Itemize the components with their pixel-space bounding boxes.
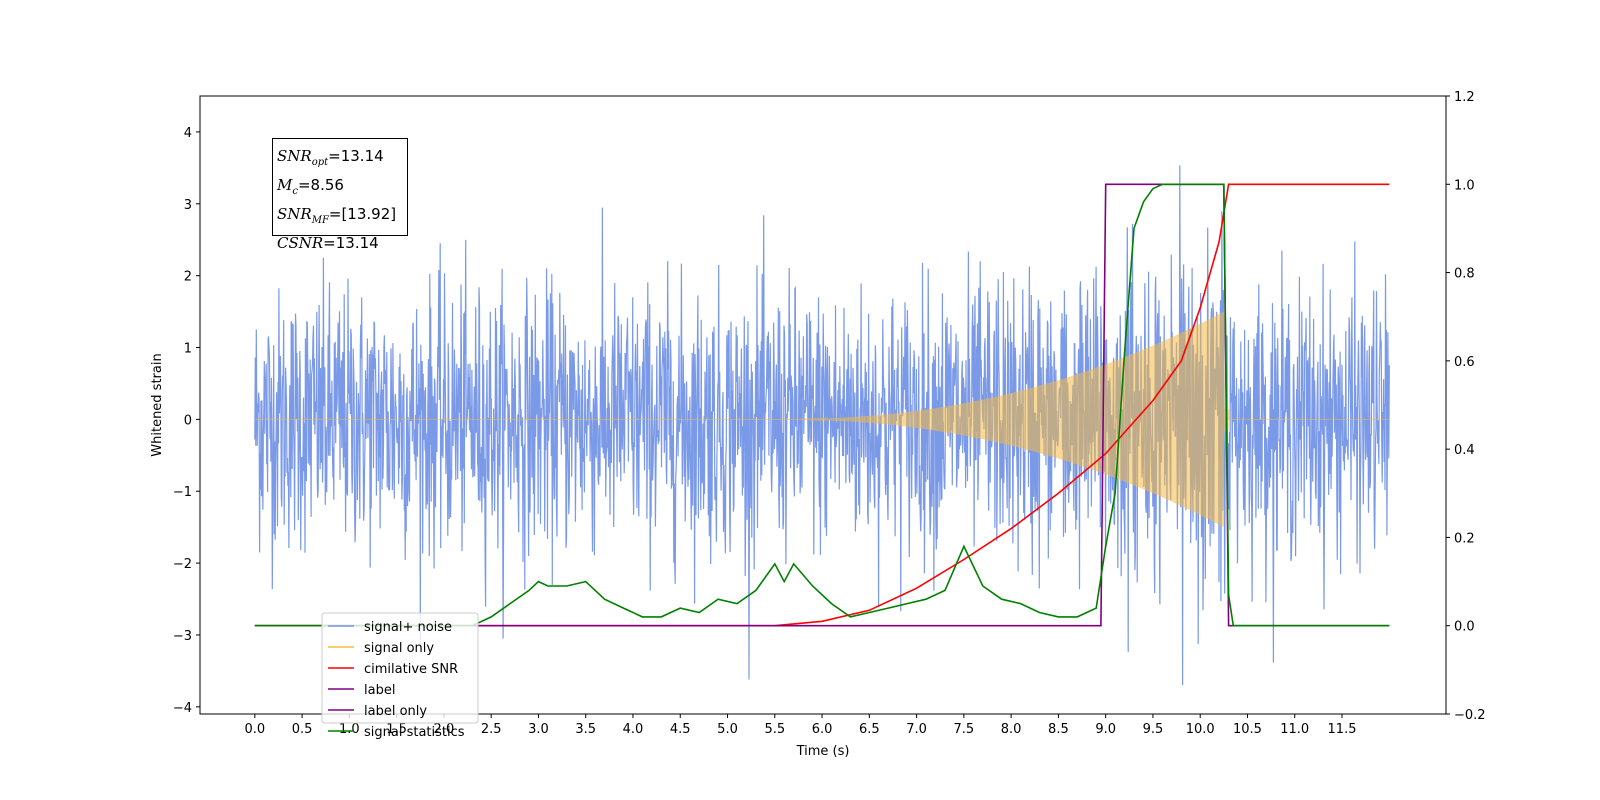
y-tick-label: 0 xyxy=(184,413,192,428)
x-tick-label: 7.5 xyxy=(954,722,975,737)
x-tick-label: 0.5 xyxy=(292,722,313,737)
series-cimilative-snr xyxy=(254,183,1390,627)
y-tick-label: 2 xyxy=(184,270,192,285)
x-tick-label: 6.0 xyxy=(812,722,833,737)
x-tick-label: 9.0 xyxy=(1095,722,1116,737)
ticks-layer: 0.0 0.5 1.0 1.5 2.0 2.5 3.0 3.5 4.0 4.5 5.0 5.5 6.0 6… xyxy=(173,90,1486,737)
y2-tick-label: −0.2 xyxy=(1454,708,1486,723)
snr-opt-value: =13.14 xyxy=(328,147,384,165)
x-tick-label: 3.0 xyxy=(528,722,549,737)
annotation-csnr: CSNR=13.14 xyxy=(277,234,379,252)
plot-frame xyxy=(199,95,1447,715)
x-axis-label: Time (s) xyxy=(796,744,850,759)
legend-label: cimilative SNR xyxy=(364,662,458,677)
series-signal-statistics xyxy=(254,183,1390,627)
y2-tick-label: 0.0 xyxy=(1454,620,1475,635)
mc-value: =8.56 xyxy=(297,176,344,194)
x-tick-label: 3.5 xyxy=(575,722,596,737)
x-tick-label: 2.0 xyxy=(434,722,455,737)
x-tick-label: 9.5 xyxy=(1143,722,1164,737)
y-tick-label: −2 xyxy=(173,557,192,572)
x-tick-label: 10.0 xyxy=(1186,722,1215,737)
plot-layer xyxy=(254,165,1390,686)
y2-tick-label: 0.6 xyxy=(1454,355,1475,370)
legend-label: signal statistics xyxy=(364,725,465,740)
y-axis-label: Whitened strain xyxy=(150,353,165,456)
x-tick-label: 4.5 xyxy=(670,722,691,737)
annotation-box: SNRopt=13.14 Mc=8.56 SNRMF=[13.92] CSNR=… xyxy=(272,138,408,252)
x-tick-label: 0.0 xyxy=(244,722,265,737)
legend-label: label only xyxy=(364,704,427,719)
x-tick-label: 6.5 xyxy=(859,722,880,737)
x-tick-label: 8.5 xyxy=(1048,722,1069,737)
x-tick-label: 11.5 xyxy=(1328,722,1357,737)
x-tick-label: 8.0 xyxy=(1001,722,1022,737)
y-tick-label: 1 xyxy=(184,342,192,357)
annotation-snr-mf: SNRMF=[13.92] xyxy=(277,205,397,226)
x-tick-label: 2.5 xyxy=(481,722,502,737)
legend-label: label xyxy=(364,683,395,698)
x-tick-label: 4.0 xyxy=(623,722,644,737)
legend: signal+ noise signal only cimilative SNR la… xyxy=(321,612,479,740)
x-tick-label: 11.0 xyxy=(1280,722,1309,737)
y-tick-label: 4 xyxy=(184,126,192,141)
series-signal-only xyxy=(254,311,1390,527)
y-tick-label: −4 xyxy=(173,701,192,716)
x-tick-label: 1.5 xyxy=(386,722,407,737)
y-tick-label: 3 xyxy=(184,198,192,213)
annotation-mc: Mc=8.56 xyxy=(277,176,344,197)
snr-mf-value: =[13.92] xyxy=(328,205,397,223)
x-tick-label: 10.5 xyxy=(1233,722,1262,737)
legend-label: signal only xyxy=(364,641,434,656)
x-tick-label: 5.5 xyxy=(764,722,785,737)
y2-tick-label: 0.4 xyxy=(1454,443,1475,458)
y2-tick-label: 0.2 xyxy=(1454,531,1475,546)
y-tick-label: −3 xyxy=(173,629,192,644)
y2-tick-label: 1.2 xyxy=(1454,90,1475,105)
x-tick-label: 5.0 xyxy=(717,722,738,737)
x-tick-label: 1.0 xyxy=(339,722,360,737)
legend-box xyxy=(321,612,479,724)
y-tick-label: −1 xyxy=(173,485,192,500)
y2-tick-label: 1.0 xyxy=(1454,178,1475,193)
legend-label: signal+ noise xyxy=(364,620,452,635)
x-tick-label: 7.0 xyxy=(906,722,927,737)
csnr-value: =13.14 xyxy=(323,234,379,252)
y2-tick-label: 0.8 xyxy=(1454,267,1475,282)
annotation-snr-opt: SNRopt=13.14 xyxy=(277,147,384,168)
